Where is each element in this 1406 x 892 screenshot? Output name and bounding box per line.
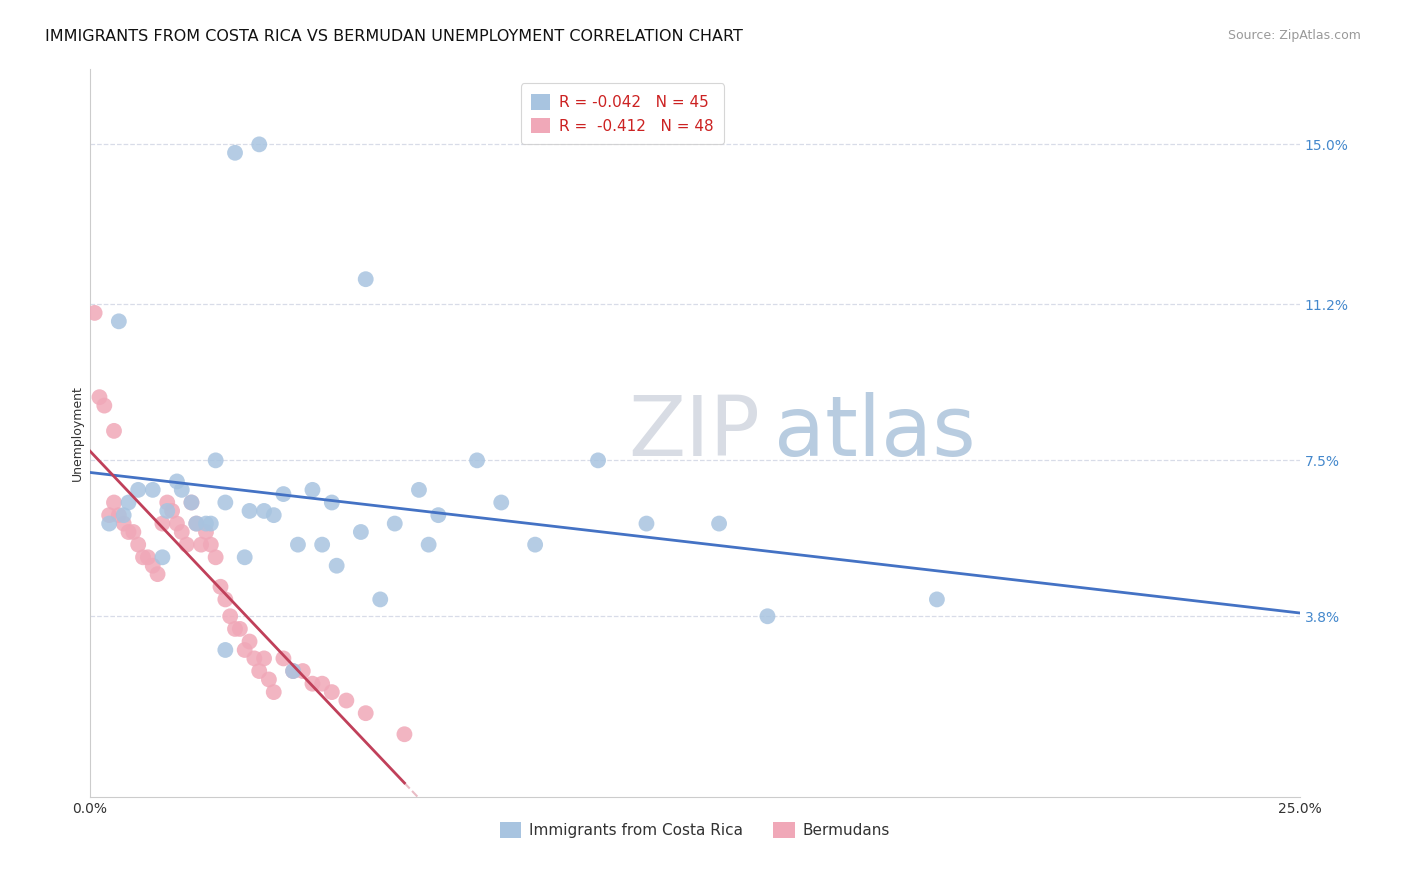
Point — [311, 538, 333, 552]
Point — [229, 622, 252, 636]
Point — [368, 592, 391, 607]
Point — [166, 516, 188, 531]
Point — [707, 516, 730, 531]
Point — [263, 685, 285, 699]
Point — [170, 524, 193, 539]
Point — [204, 453, 226, 467]
Point — [321, 685, 343, 699]
Point — [491, 495, 513, 509]
Point — [925, 592, 948, 607]
Point — [194, 524, 217, 539]
Point — [247, 137, 270, 152]
Point — [98, 516, 121, 531]
Point — [350, 524, 373, 539]
Point — [465, 453, 488, 467]
Point — [112, 508, 135, 523]
Point — [127, 483, 149, 497]
Point — [281, 664, 304, 678]
Point — [238, 504, 260, 518]
Point — [321, 495, 343, 509]
Point — [156, 504, 179, 518]
Point — [301, 676, 323, 690]
Point — [132, 550, 155, 565]
Point — [156, 495, 179, 509]
Point — [263, 508, 285, 523]
Point — [127, 538, 149, 552]
Point — [117, 524, 139, 539]
Point — [243, 651, 266, 665]
Point — [247, 664, 270, 678]
Point — [200, 538, 222, 552]
Point — [756, 609, 779, 624]
Point — [224, 145, 246, 160]
Point — [103, 495, 125, 509]
Point — [427, 508, 450, 523]
Point — [354, 272, 377, 286]
Point — [273, 651, 295, 665]
Point — [273, 487, 295, 501]
Point — [238, 634, 260, 648]
Point — [214, 592, 236, 607]
Point — [136, 550, 159, 565]
Point — [152, 516, 174, 531]
Point — [117, 495, 139, 509]
Point — [418, 538, 440, 552]
Point — [89, 390, 111, 404]
Point — [122, 524, 145, 539]
Point — [586, 453, 609, 467]
Text: atlas: atlas — [773, 392, 976, 474]
Point — [142, 483, 165, 497]
Point — [204, 550, 226, 565]
Point — [112, 516, 135, 531]
Point — [253, 504, 276, 518]
Legend: Immigrants from Costa Rica, Bermudans: Immigrants from Costa Rica, Bermudans — [494, 816, 896, 845]
Point — [190, 538, 212, 552]
Point — [291, 664, 314, 678]
Point — [257, 673, 280, 687]
Point — [166, 475, 188, 489]
Point — [311, 676, 333, 690]
Point — [108, 508, 131, 523]
Point — [180, 495, 202, 509]
Point — [98, 508, 121, 523]
Point — [214, 495, 236, 509]
Point — [214, 643, 236, 657]
Point — [224, 622, 246, 636]
Point — [394, 727, 416, 741]
Point — [354, 706, 377, 721]
Point — [186, 516, 208, 531]
Point — [636, 516, 658, 531]
Point — [180, 495, 202, 509]
Point — [142, 558, 165, 573]
Text: ZIP: ZIP — [628, 392, 761, 474]
Point — [160, 504, 183, 518]
Point — [301, 483, 323, 497]
Point — [281, 664, 304, 678]
Point — [408, 483, 430, 497]
Point — [209, 580, 232, 594]
Point — [186, 516, 208, 531]
Point — [176, 538, 198, 552]
Point — [83, 306, 105, 320]
Point — [152, 550, 174, 565]
Point — [103, 424, 125, 438]
Point — [325, 558, 347, 573]
Point — [335, 693, 357, 707]
Text: Source: ZipAtlas.com: Source: ZipAtlas.com — [1227, 29, 1361, 42]
Point — [194, 516, 217, 531]
Point — [524, 538, 547, 552]
Point — [253, 651, 276, 665]
Point — [287, 538, 309, 552]
Point — [384, 516, 406, 531]
Y-axis label: Unemployment: Unemployment — [72, 385, 84, 481]
Point — [93, 399, 115, 413]
Point — [108, 314, 131, 328]
Point — [170, 483, 193, 497]
Point — [200, 516, 222, 531]
Point — [233, 550, 256, 565]
Point — [219, 609, 242, 624]
Point — [146, 567, 169, 582]
Point — [233, 643, 256, 657]
Text: IMMIGRANTS FROM COSTA RICA VS BERMUDAN UNEMPLOYMENT CORRELATION CHART: IMMIGRANTS FROM COSTA RICA VS BERMUDAN U… — [45, 29, 742, 44]
